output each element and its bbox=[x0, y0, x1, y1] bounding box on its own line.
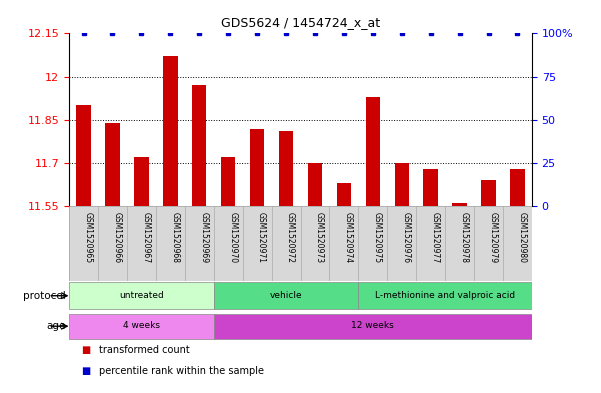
Bar bbox=[279, 131, 293, 206]
Text: GSM1520969: GSM1520969 bbox=[200, 212, 209, 263]
Bar bbox=[453, 204, 467, 206]
FancyBboxPatch shape bbox=[69, 206, 532, 281]
FancyBboxPatch shape bbox=[214, 283, 358, 309]
Text: GSM1520973: GSM1520973 bbox=[315, 212, 324, 263]
Bar bbox=[192, 85, 207, 206]
Title: GDS5624 / 1454724_x_at: GDS5624 / 1454724_x_at bbox=[221, 17, 380, 29]
Text: 4 weeks: 4 weeks bbox=[123, 321, 160, 330]
Text: transformed count: transformed count bbox=[99, 345, 190, 355]
Text: vehicle: vehicle bbox=[270, 291, 302, 299]
Bar bbox=[221, 157, 236, 206]
Text: GSM1520968: GSM1520968 bbox=[170, 212, 179, 263]
Text: L-methionine and valproic acid: L-methionine and valproic acid bbox=[375, 291, 515, 299]
Text: 12 weeks: 12 weeks bbox=[352, 321, 394, 330]
Text: age: age bbox=[47, 321, 66, 331]
Text: GSM1520970: GSM1520970 bbox=[228, 212, 237, 263]
Text: untreated: untreated bbox=[119, 291, 164, 299]
Bar bbox=[365, 97, 380, 206]
Bar bbox=[337, 183, 351, 206]
FancyBboxPatch shape bbox=[69, 314, 214, 338]
Text: GSM1520972: GSM1520972 bbox=[286, 212, 295, 263]
Text: GSM1520978: GSM1520978 bbox=[460, 212, 469, 263]
FancyBboxPatch shape bbox=[69, 283, 214, 309]
Bar bbox=[134, 157, 148, 206]
Bar bbox=[250, 129, 264, 206]
Text: ■: ■ bbox=[81, 366, 90, 376]
Bar bbox=[424, 169, 438, 206]
Text: GSM1520965: GSM1520965 bbox=[84, 212, 93, 263]
Bar bbox=[481, 180, 496, 206]
FancyBboxPatch shape bbox=[214, 314, 532, 338]
Text: GSM1520966: GSM1520966 bbox=[112, 212, 121, 263]
Text: protocol: protocol bbox=[23, 291, 66, 301]
Text: GSM1520976: GSM1520976 bbox=[401, 212, 410, 263]
Text: ■: ■ bbox=[81, 345, 90, 355]
Text: GSM1520974: GSM1520974 bbox=[344, 212, 353, 263]
Text: GSM1520975: GSM1520975 bbox=[373, 212, 382, 263]
Text: GSM1520977: GSM1520977 bbox=[431, 212, 440, 263]
Bar bbox=[394, 163, 409, 206]
Text: GSM1520967: GSM1520967 bbox=[141, 212, 150, 263]
Text: GSM1520971: GSM1520971 bbox=[257, 212, 266, 263]
Bar bbox=[105, 123, 120, 206]
Text: percentile rank within the sample: percentile rank within the sample bbox=[99, 366, 264, 376]
Text: GSM1520980: GSM1520980 bbox=[517, 212, 526, 263]
Text: GSM1520979: GSM1520979 bbox=[489, 212, 498, 263]
FancyBboxPatch shape bbox=[358, 283, 532, 309]
Bar bbox=[76, 105, 91, 206]
Bar bbox=[308, 163, 322, 206]
Bar bbox=[510, 169, 525, 206]
Bar bbox=[163, 57, 177, 206]
